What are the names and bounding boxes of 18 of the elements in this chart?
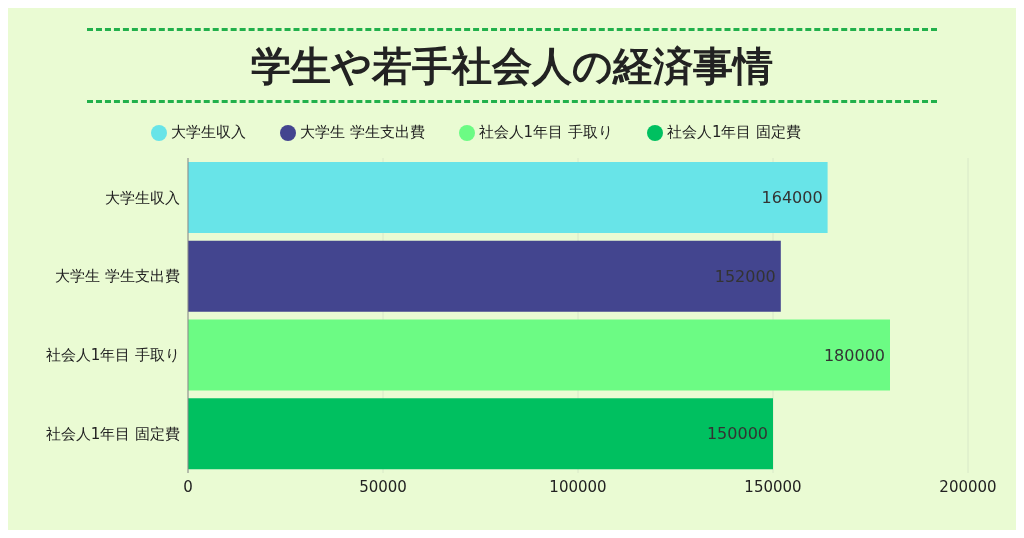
legend-label: 社会人1年目 固定費 — [666, 123, 802, 141]
data-label: 150000 — [706, 424, 768, 444]
y-tick-label: 社会人1年目 固定費 — [45, 424, 180, 443]
legend-label: 大学生 学生支出費 — [299, 123, 425, 141]
y-tick-label: 社会人1年目 手取り — [45, 346, 180, 365]
legend-label: 社会人1年目 手取り — [478, 123, 613, 141]
x-tick-label: 0 — [183, 477, 193, 496]
x-tick-label: 200000 — [939, 477, 997, 496]
x-tick-label: 100000 — [549, 477, 607, 496]
legend-label: 大学生収入 — [170, 123, 246, 141]
data-label: 164000 — [761, 188, 823, 208]
y-tick-label: 大学生 学生支出費 — [55, 267, 180, 286]
data-label: 180000 — [823, 345, 885, 365]
x-tick-label: 50000 — [359, 477, 407, 496]
y-tick-label: 大学生収入 — [105, 188, 180, 207]
chart-title: 学生や若手社会人の経済事情 — [250, 42, 774, 91]
data-label: 152000 — [714, 266, 776, 286]
x-tick-label: 150000 — [744, 477, 802, 496]
